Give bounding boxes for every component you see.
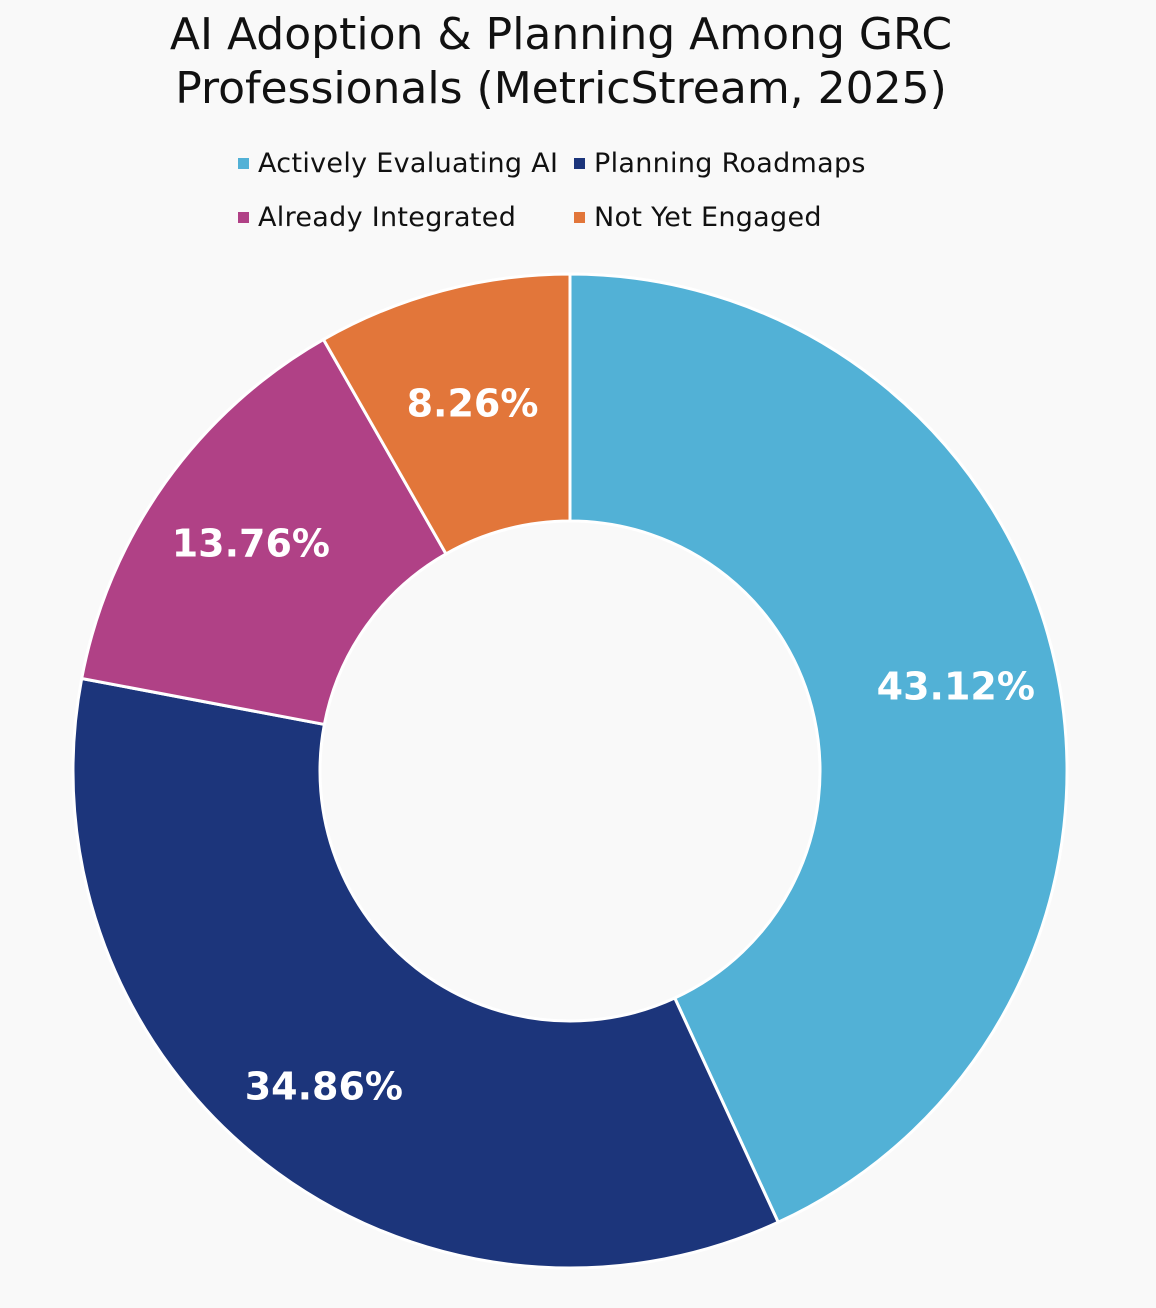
slice-label-actively-evaluating: 43.12%	[877, 664, 1035, 708]
legend-label: Planning Roadmaps	[594, 148, 866, 179]
legend-label: Not Yet Engaged	[594, 202, 822, 233]
slice-label-already-integrated: 13.76%	[172, 521, 330, 565]
donut-slice-actively-evaluating[interactable]	[568, 272, 1069, 1224]
chart-title-line-2: Professionals (MetricStream, 2025)	[175, 63, 947, 114]
legend-label: Actively Evaluating AI	[258, 148, 559, 179]
legend-item-actively-evaluating[interactable]: Actively Evaluating AI	[238, 148, 558, 179]
slice-label-not-yet-engaged: 8.26%	[407, 382, 539, 426]
legend-swatch	[574, 158, 585, 169]
donut-slice-planning-roadmaps[interactable]	[71, 676, 780, 1270]
legend-item-already-integrated[interactable]: Already Integrated	[238, 202, 516, 233]
chart-title: AI Adoption & Planning Among GRC Profess…	[0, 8, 1122, 116]
legend-item-planning-roadmaps[interactable]: Planning Roadmaps	[574, 148, 866, 179]
legend-item-not-yet-engaged[interactable]: Not Yet Engaged	[574, 202, 822, 233]
legend-label: Already Integrated	[258, 202, 517, 233]
donut-slice-not-yet-engaged[interactable]	[321, 272, 572, 556]
legend-swatch	[238, 212, 249, 223]
chart-title-line-1: AI Adoption & Planning Among GRC	[169, 9, 953, 60]
legend-swatch	[238, 158, 249, 169]
slice-label-planning-roadmaps: 34.86%	[245, 1064, 403, 1108]
donut-slice-already-integrated[interactable]	[80, 337, 448, 726]
legend-swatch	[574, 212, 585, 223]
